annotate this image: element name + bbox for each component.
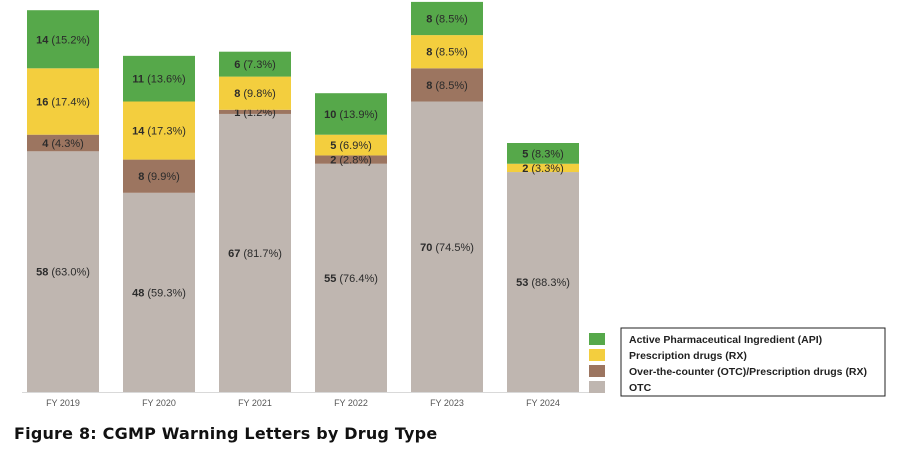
stacked-bar-chart: 58 (63.0%) 4 (4.3%) 16 (17.4%) 14 (15.2%) FY…	[22, 1, 886, 408]
bar-fy-2023-active-pharmaceutical-ingredient-api	[411, 1, 483, 36]
bar-fy-2022-prescription-drugs-rx	[315, 134, 387, 156]
data-label-fy-2019-over-the-counter-otc-prescription-drugs-rx: 4 (4.3%)	[42, 138, 84, 150]
bar-fy-2022-active-pharmaceutical-ingredient-api	[315, 93, 387, 135]
data-label-fy-2024-prescription-drugs-rx: 2 (3.3%)	[522, 163, 564, 175]
bar-fy-2024-otc	[507, 172, 579, 392]
data-label-fy-2021-prescription-drugs-rx: 8 (9.8%)	[234, 88, 276, 100]
data-label-fy-2021-active-pharmaceutical-ingredient-api: 6 (7.3%)	[234, 59, 276, 71]
data-label-fy-2022-prescription-drugs-rx: 5 (6.9%)	[330, 140, 372, 152]
legend-swatch-active-pharmaceutical-ingredient-api	[589, 333, 605, 345]
data-label-fy-2019-active-pharmaceutical-ingredient-api: 14 (15.2%)	[36, 34, 90, 46]
legend-swatch-otc	[589, 381, 605, 393]
data-label-fy-2024-otc: 53 (88.3%)	[516, 277, 570, 289]
data-label-fy-2019-prescription-drugs-rx: 16 (17.4%)	[36, 97, 90, 109]
data-label-fy-2022-otc: 55 (76.4%)	[324, 273, 378, 285]
bar-fy-2023-otc	[411, 101, 483, 392]
bar-fy-2024-active-pharmaceutical-ingredient-api	[507, 143, 579, 164]
x-tick-label-fy-2021: FY 2021	[238, 398, 272, 408]
x-tick-label-fy-2019: FY 2019	[46, 398, 80, 408]
bar-fy-2019-active-pharmaceutical-ingredient-api	[27, 10, 99, 69]
bar-fy-2024-prescription-drugs-rx	[507, 163, 579, 173]
figure-caption: Figure 8: CGMP Warning Letters by Drug T…	[14, 424, 438, 443]
legend-swatch-prescription-drugs-rx	[589, 349, 605, 361]
data-label-fy-2020-over-the-counter-otc-prescription-drugs-rx: 8 (9.9%)	[138, 171, 180, 183]
legend-swatch-over-the-counter-otc-prescription-drugs-rx	[589, 365, 605, 377]
legend-label-active-pharmaceutical-ingredient-api: Active Pharmaceutical Ingredient (API)	[629, 334, 822, 346]
data-label-fy-2022-active-pharmaceutical-ingredient-api: 10 (13.9%)	[324, 109, 378, 121]
legend-label-over-the-counter-otc-prescription-drugs-rx: Over-the-counter (OTC)/Prescription drug…	[629, 366, 867, 378]
bar-fy-2020-active-pharmaceutical-ingredient-api	[123, 55, 195, 102]
bar-fy-2019-otc	[27, 151, 99, 392]
x-tick-label-fy-2024: FY 2024	[526, 398, 560, 408]
x-tick-label-fy-2022: FY 2022	[334, 398, 368, 408]
bar-fy-2023-prescription-drugs-rx	[411, 35, 483, 69]
bar-fy-2019-over-the-counter-otc-prescription-drugs-rx	[27, 134, 99, 152]
data-label-fy-2022-over-the-counter-otc-prescription-drugs-rx: 2 (2.8%)	[330, 155, 372, 167]
bar-fy-2020-over-the-counter-otc-prescription-drugs-rx	[123, 159, 195, 193]
data-label-fy-2023-otc: 70 (74.5%)	[420, 242, 474, 254]
bar-fy-2019-prescription-drugs-rx	[27, 68, 99, 135]
data-label-fy-2020-otc: 48 (59.3%)	[132, 287, 186, 299]
data-label-fy-2023-prescription-drugs-rx: 8 (8.5%)	[426, 47, 468, 59]
bar-fy-2020-otc	[123, 192, 195, 392]
x-tick-label-fy-2020: FY 2020	[142, 398, 176, 408]
legend-label-otc: OTC	[629, 382, 652, 394]
bar-fy-2021-over-the-counter-otc-prescription-drugs-rx	[219, 109, 291, 114]
legend-label-prescription-drugs-rx: Prescription drugs (RX)	[629, 350, 747, 362]
data-label-fy-2023-active-pharmaceutical-ingredient-api: 8 (8.5%)	[426, 14, 468, 26]
data-label-fy-2023-over-the-counter-otc-prescription-drugs-rx: 8 (8.5%)	[426, 80, 468, 92]
data-label-fy-2021-otc: 67 (81.7%)	[228, 248, 282, 260]
data-label-fy-2020-prescription-drugs-rx: 14 (17.3%)	[132, 126, 186, 138]
bar-fy-2020-prescription-drugs-rx	[123, 101, 195, 160]
x-tick-label-fy-2023: FY 2023	[430, 398, 464, 408]
data-label-fy-2024-active-pharmaceutical-ingredient-api: 5 (8.3%)	[522, 148, 564, 160]
bar-fy-2021-prescription-drugs-rx	[219, 76, 291, 110]
bar-fy-2022-over-the-counter-otc-prescription-drugs-rx	[315, 155, 387, 164]
bar-fy-2023-over-the-counter-otc-prescription-drugs-rx	[411, 68, 483, 102]
data-label-fy-2019-otc: 58 (63.0%)	[36, 267, 90, 279]
data-label-fy-2021-over-the-counter-otc-prescription-drugs-rx: 1 (1.2%)	[234, 107, 276, 119]
bar-fy-2021-active-pharmaceutical-ingredient-api	[219, 51, 291, 77]
legend-box	[620, 327, 886, 397]
data-label-fy-2020-active-pharmaceutical-ingredient-api: 11 (13.6%)	[132, 74, 185, 86]
bar-fy-2022-otc	[315, 163, 387, 392]
bar-fy-2021-otc	[219, 113, 291, 392]
